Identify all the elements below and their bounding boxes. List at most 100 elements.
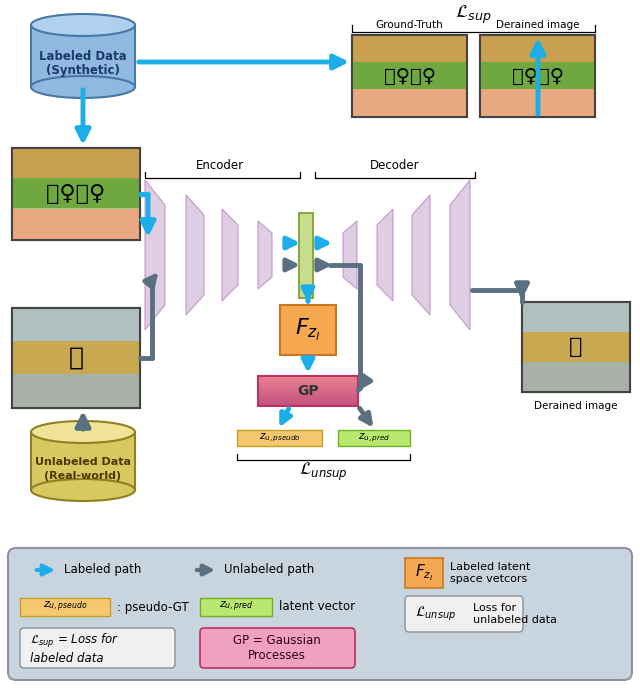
Bar <box>258 391 358 393</box>
Bar <box>480 35 595 117</box>
Bar <box>12 341 140 374</box>
Text: $\mathcal{L}_{sup}$ = Loss for
labeled data: $\mathcal{L}_{sup}$ = Loss for labeled d… <box>30 631 119 664</box>
Bar <box>258 388 358 390</box>
Bar <box>338 430 410 446</box>
Bar <box>352 62 467 89</box>
FancyBboxPatch shape <box>405 596 523 632</box>
Bar <box>12 374 140 408</box>
Bar <box>12 148 140 240</box>
Polygon shape <box>145 180 165 330</box>
FancyBboxPatch shape <box>200 628 355 668</box>
Ellipse shape <box>31 14 135 36</box>
Bar <box>480 35 595 62</box>
Ellipse shape <box>31 479 135 501</box>
Bar <box>258 400 358 402</box>
Bar <box>258 384 358 386</box>
Text: latent vector: latent vector <box>279 600 355 613</box>
Bar <box>258 393 358 395</box>
Ellipse shape <box>31 421 135 443</box>
Bar <box>258 379 358 381</box>
Bar <box>258 380 358 382</box>
Bar <box>352 35 467 117</box>
Bar <box>522 302 630 332</box>
Text: $z_{u,pseudo}$: $z_{u,pseudo}$ <box>43 600 88 614</box>
Text: 🐄: 🐄 <box>68 346 83 370</box>
Text: Labeled latent
space vetcors: Labeled latent space vetcors <box>450 562 531 584</box>
Bar <box>352 35 467 62</box>
Text: Labeled Data: Labeled Data <box>39 50 127 63</box>
Bar <box>258 403 358 405</box>
Bar <box>280 305 336 355</box>
Text: $\mathcal{L}_{unsup}$: $\mathcal{L}_{unsup}$ <box>415 605 456 623</box>
Text: GP: GP <box>297 384 319 398</box>
Bar <box>258 376 358 378</box>
Polygon shape <box>412 195 430 315</box>
Text: Ground-Truth: Ground-Truth <box>376 20 444 30</box>
Text: $\mathcal{L}_{unsup}$: $\mathcal{L}_{unsup}$ <box>299 461 348 483</box>
Ellipse shape <box>31 76 135 98</box>
Text: $z_{u,pred}$: $z_{u,pred}$ <box>219 600 253 614</box>
Text: (Real-world): (Real-world) <box>44 471 122 481</box>
FancyBboxPatch shape <box>20 628 175 668</box>
Text: Encoder: Encoder <box>196 159 244 172</box>
Text: Decoder: Decoder <box>370 159 420 172</box>
Text: $z_{u,pred}$: $z_{u,pred}$ <box>358 432 390 444</box>
Bar <box>352 35 467 117</box>
Text: 🐄: 🐄 <box>570 337 582 357</box>
Bar <box>258 382 358 384</box>
Bar <box>405 558 443 588</box>
Bar <box>258 395 358 397</box>
Bar <box>258 399 358 400</box>
Text: $\mathcal{L}_{sup}$: $\mathcal{L}_{sup}$ <box>455 4 492 26</box>
Bar <box>258 397 358 399</box>
Text: 🏃‍♀️🏃‍♀️: 🏃‍♀️🏃‍♀️ <box>383 66 435 86</box>
Text: : pseudo-GT: : pseudo-GT <box>117 600 189 613</box>
Polygon shape <box>450 180 470 330</box>
Polygon shape <box>186 195 204 315</box>
Bar <box>258 404 358 406</box>
Bar <box>522 302 630 392</box>
Polygon shape <box>222 209 238 301</box>
Text: Derained image: Derained image <box>534 401 618 411</box>
Bar <box>480 89 595 117</box>
Bar <box>12 148 140 178</box>
Text: Unlabeled Data: Unlabeled Data <box>35 457 131 467</box>
Bar <box>352 89 467 117</box>
Text: Derained image: Derained image <box>496 20 579 30</box>
Bar <box>258 376 358 406</box>
Text: 🏃‍♀️🏃‍♀️: 🏃‍♀️🏃‍♀️ <box>46 184 106 204</box>
Bar <box>12 308 140 408</box>
Text: GP = Gaussian
Processes: GP = Gaussian Processes <box>233 634 321 662</box>
Bar <box>258 385 358 387</box>
FancyBboxPatch shape <box>8 548 632 680</box>
Bar <box>299 213 313 297</box>
Text: Labeled path: Labeled path <box>64 564 141 577</box>
Bar <box>237 430 322 446</box>
Bar <box>258 389 358 391</box>
Bar <box>480 62 595 89</box>
Bar <box>31 25 135 87</box>
Text: $F_{z_l}$: $F_{z_l}$ <box>415 563 433 583</box>
Bar <box>258 394 358 396</box>
Bar <box>12 148 140 240</box>
Bar <box>12 178 140 208</box>
Bar <box>20 598 110 616</box>
Text: (Synthetic): (Synthetic) <box>46 63 120 77</box>
Bar <box>522 302 630 392</box>
Polygon shape <box>343 221 357 289</box>
Bar <box>12 209 140 240</box>
Bar <box>12 308 140 408</box>
Text: Unlabeled path: Unlabeled path <box>224 564 314 577</box>
Bar <box>258 402 358 404</box>
Polygon shape <box>377 209 393 301</box>
Text: $F_{z_l}$: $F_{z_l}$ <box>295 317 321 343</box>
Bar <box>31 432 135 490</box>
Text: Loss for
unlabeled data: Loss for unlabeled data <box>473 603 557 625</box>
Bar <box>480 35 595 117</box>
Bar <box>258 386 358 388</box>
Bar <box>522 362 630 393</box>
Text: 🏃‍♀️🏃‍♀️: 🏃‍♀️🏃‍♀️ <box>511 66 563 86</box>
Bar <box>258 377 358 380</box>
Bar <box>522 332 630 362</box>
Text: $z_{u,pseudo}$: $z_{u,pseudo}$ <box>259 432 301 444</box>
